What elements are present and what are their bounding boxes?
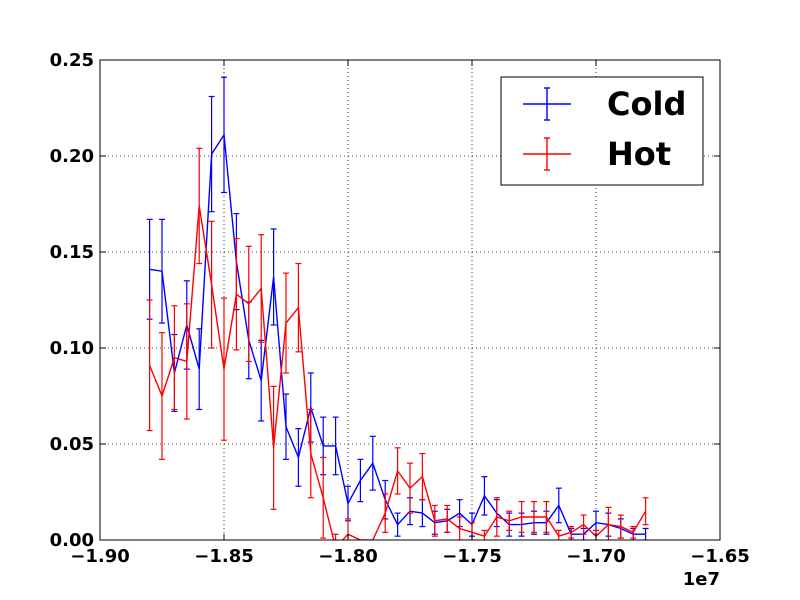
- y-tick-label: 0.05: [50, 434, 94, 455]
- legend-label-cold: Cold: [607, 85, 686, 123]
- y-tick-label: 0.00: [50, 530, 94, 551]
- x-tick-label: −1.75: [442, 546, 502, 567]
- cold-line: [149, 132, 646, 535]
- series-hot: [146, 147, 649, 540]
- legend: Cold Hot: [500, 76, 704, 186]
- x-offset-label: 1e7: [683, 569, 720, 590]
- y-tick-label: 0.10: [50, 338, 94, 359]
- y-tick-label: 0.20: [50, 146, 94, 167]
- axes-frame: [99, 59, 721, 541]
- axis-ticks: −1.90 −1.85 −1.80 −1.75 −1.70 −1.65 0.00 0.05 0.…: [50, 50, 750, 567]
- y-tick-label: 0.25: [50, 50, 94, 71]
- legend-box: [500, 76, 704, 186]
- x-tick-label: −1.70: [566, 546, 626, 567]
- x-tick-label: −1.65: [690, 546, 750, 567]
- x-tick-label: −1.85: [194, 546, 254, 567]
- legend-label-hot: Hot: [607, 135, 671, 173]
- plot-series-group: [146, 76, 649, 540]
- x-tick-label: −1.90: [70, 546, 130, 567]
- x-tick-label: −1.80: [318, 546, 378, 567]
- hot-line: [148, 205, 647, 540]
- plot-area: [146, 76, 649, 540]
- y-tick-label: 0.15: [50, 242, 94, 263]
